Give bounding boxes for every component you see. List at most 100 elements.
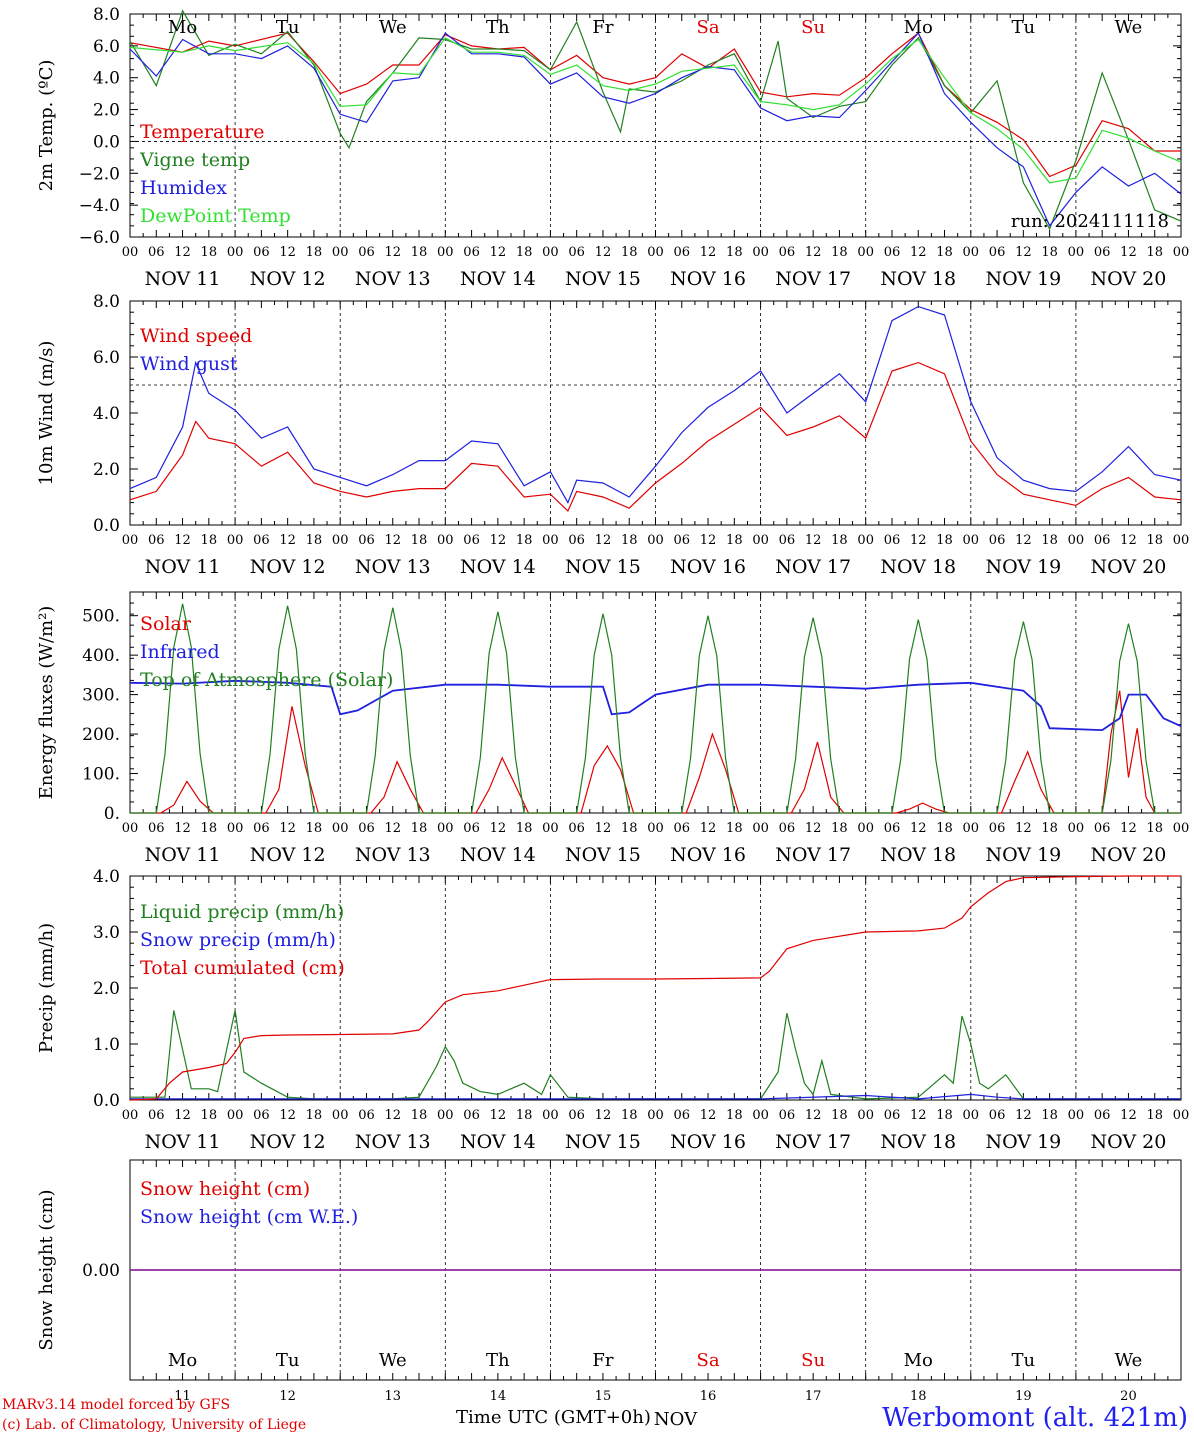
legend-entry: Snow height (cm) [140,1178,310,1200]
hour-tick-label: 06 [779,821,796,836]
hour-tick-label: 06 [463,533,480,548]
hour-tick-label: 18 [1041,533,1058,548]
hour-tick-label: 06 [358,821,375,836]
y-tick-label: 4.0 [93,404,120,424]
y-tick-label: 2.0 [93,101,120,121]
hour-tick-label: 18 [201,1108,218,1123]
day-number: 19 [1015,1389,1032,1404]
date-label: NOV 14 [460,844,536,866]
hour-tick-label: 12 [805,245,822,260]
date-label: NOV 13 [355,556,431,578]
hour-tick-label: 00 [332,245,349,260]
hour-tick-label: 06 [779,533,796,548]
hour-tick-label: 06 [884,533,901,548]
hour-tick-label: 06 [674,533,691,548]
date-label: NOV 19 [985,844,1061,866]
day-name: Sa [697,17,720,38]
day-name: We [379,17,407,38]
date-label: NOV 14 [460,1131,536,1153]
date-label: NOV 12 [250,1131,326,1153]
y-tick-label: 1.0 [93,1035,120,1055]
date-label: NOV 18 [880,1131,956,1153]
hour-tick-label: 00 [437,245,454,260]
lab-credit: (c) Lab. of Climatology, University of L… [2,1417,307,1433]
series-line [129,32,1181,178]
hour-tick-label: 12 [595,821,612,836]
time-axis-label: Time UTC (GMT+0h) [456,1407,651,1428]
y-tick-label: 2.0 [93,460,120,480]
hour-tick-label: 00 [332,533,349,548]
hour-tick-label: 12 [384,245,401,260]
day-name: We [1115,1350,1143,1371]
hour-tick-label: 06 [1094,533,1111,548]
station-name: Werbomont (alt. 421m) [882,1403,1188,1433]
hour-tick-label: 00 [963,245,980,260]
hour-tick-label: 06 [148,1108,165,1123]
day-number: 20 [1120,1389,1137,1404]
hour-tick-label: 18 [726,1108,743,1123]
hour-tick-label: 18 [516,1108,533,1123]
date-label: NOV 20 [1091,1131,1167,1153]
legend-entry: Wind gust [140,353,238,375]
series-line [130,1010,1181,1100]
y-tick-label: 8.0 [93,292,120,312]
hour-tick-label: 18 [831,1108,848,1123]
date-label: NOV 16 [670,268,746,290]
y-tick-label: 8.0 [93,5,120,25]
y-tick-label: 500. [82,607,120,627]
hour-tick-label: 06 [463,1108,480,1123]
hour-tick-label: 18 [516,821,533,836]
y-tick-label: 0.0 [93,132,120,152]
hour-tick-label: 00 [1173,1108,1190,1123]
hour-tick-label: 12 [595,245,612,260]
hour-tick-label: 18 [1146,245,1163,260]
y-tick-label: 3.0 [93,923,120,943]
hour-tick-label: 00 [1068,1108,1085,1123]
hour-tick-label: 00 [1173,533,1190,548]
hour-tick-label: 12 [805,533,822,548]
hour-tick-label: 06 [148,533,165,548]
hour-tick-label: 06 [884,1108,901,1123]
series-line [130,1093,1181,1100]
y-tick-label: 0.0 [93,1091,120,1111]
hour-tick-label: 18 [1146,1108,1163,1123]
hour-tick-label: 00 [857,1108,874,1123]
hour-tick-label: 12 [700,533,717,548]
hour-tick-label: 00 [542,245,559,260]
hour-tick-label: 12 [910,245,927,260]
day-name: Tu [276,1350,300,1371]
hour-tick-label: 12 [279,245,296,260]
hour-tick-label: 12 [910,1108,927,1123]
y-tick-label: 4.0 [93,69,120,89]
y-axis-label: Snow height (cm) [36,1189,57,1350]
day-number: 12 [279,1389,296,1404]
date-label: NOV 16 [670,556,746,578]
y-axis-label: Precip (mm/h) [36,923,57,1053]
hour-tick-label: 00 [647,1108,664,1123]
day-number: 18 [910,1389,927,1404]
hour-tick-label: 12 [700,245,717,260]
hour-tick-label: 00 [752,533,769,548]
date-label: NOV 19 [985,268,1061,290]
hour-tick-label: 00 [857,533,874,548]
day-name: We [1115,17,1143,38]
legend-entry: Snow precip (mm/h) [140,929,336,951]
hour-tick-label: 18 [306,821,323,836]
hour-tick-label: 06 [568,533,585,548]
hour-tick-label: 00 [122,821,139,836]
hour-tick-label: 00 [1068,533,1085,548]
hour-tick-label: 12 [279,821,296,836]
hour-tick-label: 18 [411,1108,428,1123]
date-label: NOV 13 [355,844,431,866]
hour-tick-label: 12 [174,533,191,548]
hour-tick-label: 00 [437,821,454,836]
date-label: NOV 19 [985,556,1061,578]
hour-tick-label: 00 [227,245,244,260]
hour-tick-label: 00 [1068,821,1085,836]
hour-tick-label: 00 [1173,245,1190,260]
hour-tick-label: 12 [384,1108,401,1123]
hour-tick-label: 18 [621,821,638,836]
day-number: 15 [595,1389,612,1404]
hour-tick-label: 06 [253,1108,270,1123]
hour-tick-label: 12 [1120,1108,1137,1123]
